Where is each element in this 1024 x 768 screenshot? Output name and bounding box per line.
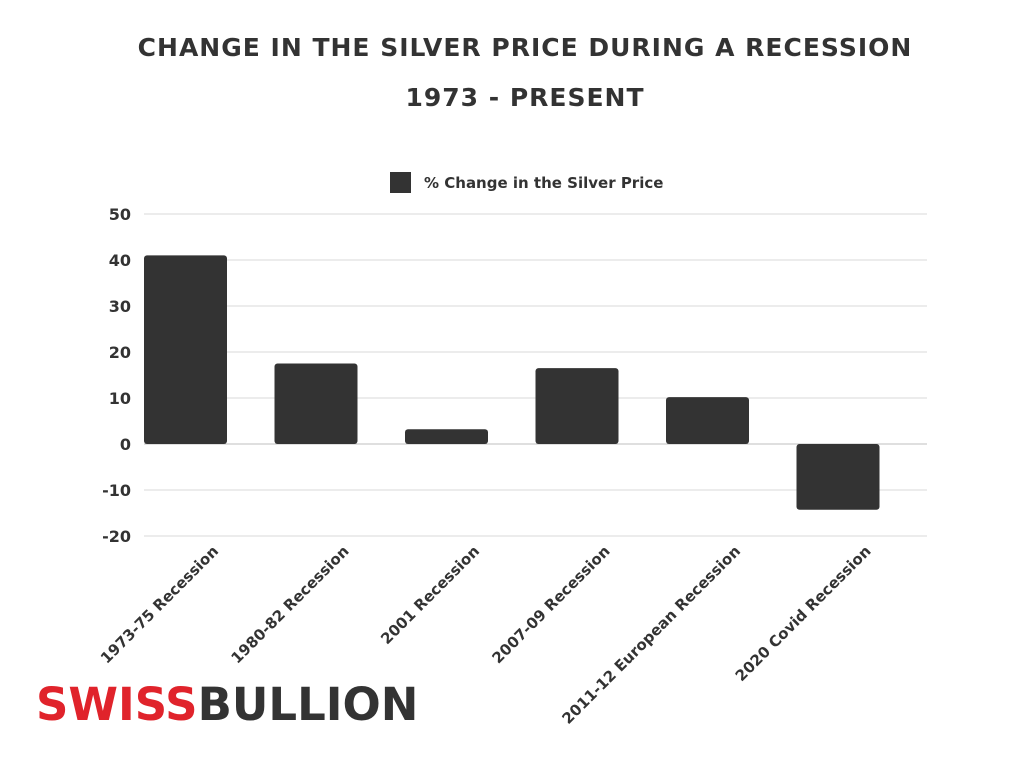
chart-title: CHANGE IN THE SILVER PRICE DURING A RECE… xyxy=(137,33,913,62)
chart-subtitle: 1973 - PRESENT xyxy=(405,83,645,112)
logo-swiss: SWISS xyxy=(36,678,198,731)
swissbullion-logo: SWISSBULLION xyxy=(36,682,418,727)
legend-label: % Change in the Silver Price xyxy=(424,174,663,192)
bar xyxy=(405,429,488,444)
y-tick-label: 10 xyxy=(109,389,131,408)
y-tick-label: 40 xyxy=(109,251,131,270)
x-tick-label: 1980-82 Recession xyxy=(228,542,353,667)
x-tick-label: 2001 Recession xyxy=(377,542,483,648)
y-tick-label: -10 xyxy=(102,481,131,500)
legend-swatch xyxy=(390,172,411,193)
y-tick-label: 0 xyxy=(120,435,131,454)
y-tick-label: 50 xyxy=(109,205,131,224)
bar xyxy=(274,363,358,444)
y-tick-label: 30 xyxy=(109,297,131,316)
y-tick-label: 20 xyxy=(109,343,131,362)
y-tick-label: -20 xyxy=(102,527,131,546)
bar xyxy=(535,368,619,444)
bar xyxy=(666,397,749,444)
bar xyxy=(796,444,880,510)
bar xyxy=(144,255,227,444)
logo-bullion: BULLION xyxy=(197,678,419,731)
x-tick-label: 1973-75 Recession xyxy=(97,542,222,667)
x-tick-label: 2007-09 Recession xyxy=(489,542,614,667)
x-tick-label: 2020 Covid Recession xyxy=(732,542,875,685)
